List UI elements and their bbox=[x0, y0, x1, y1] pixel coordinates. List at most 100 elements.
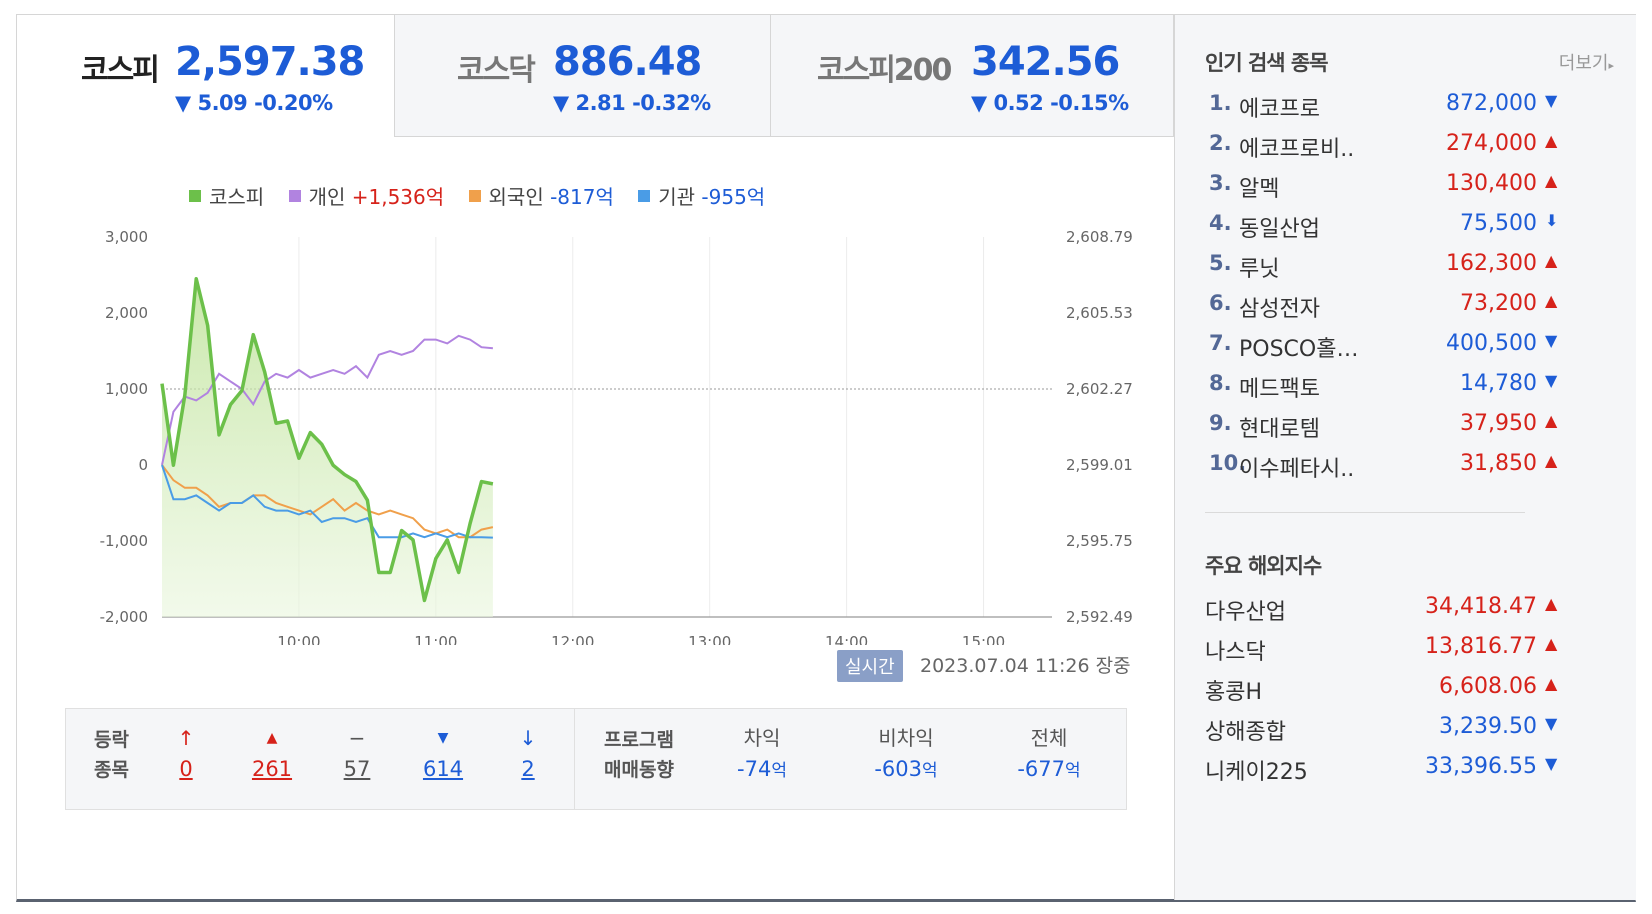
index-value: 6,608.06 bbox=[1439, 674, 1537, 699]
stock-name[interactable]: 삼성전자 bbox=[1239, 297, 1320, 322]
right-tick-label: 2,599.01 bbox=[1066, 456, 1133, 474]
popular-item[interactable]: 7. POSCO홀… 400,500 ▼ bbox=[1205, 331, 1557, 371]
index-name[interactable]: 상해종합 bbox=[1205, 720, 1286, 745]
index-item[interactable]: 홍콩H 6,608.06 ▲ bbox=[1205, 674, 1557, 714]
breadth-count[interactable]: 57 bbox=[343, 757, 371, 781]
more-link[interactable]: 더보기▸ bbox=[1559, 49, 1614, 75]
program-label-line2: 매매동향 bbox=[604, 759, 674, 781]
popular-item[interactable]: 3. 알멕 130,400 ▲ bbox=[1205, 171, 1557, 211]
breadth-label-line1: 등락 bbox=[94, 729, 129, 751]
tab-change: ▼ 0.52 -0.15% bbox=[971, 91, 1129, 115]
program-value: -677억 bbox=[989, 753, 1109, 785]
chart-legend: 코스피 개인 +1,536억 외국인 -817억 기관 -955억 bbox=[189, 181, 783, 210]
index-name[interactable]: 다우산업 bbox=[1205, 600, 1286, 625]
stock-name[interactable]: POSCO홀… bbox=[1239, 337, 1359, 362]
stock-price: 73,200 bbox=[1460, 291, 1537, 316]
realtime-badge: 실시간 bbox=[837, 650, 903, 682]
x-tick-label: 15:00 bbox=[962, 633, 1005, 645]
rank-number: 5. bbox=[1209, 251, 1232, 275]
program-non-arbitrage: 비차익 -603억 bbox=[846, 723, 966, 785]
breadth-count[interactable]: 0 bbox=[179, 757, 193, 781]
program-header: 비차익 bbox=[878, 726, 934, 750]
breadth-lower-limit[interactable]: ↓ 2 bbox=[498, 723, 558, 785]
unchanged-icon: − bbox=[348, 726, 366, 750]
up-arrow-icon: ▲ bbox=[1545, 291, 1558, 310]
tab-value: 886.48 bbox=[553, 39, 702, 85]
breadth-count[interactable]: 261 bbox=[251, 757, 293, 781]
index-item[interactable]: 상해종합 3,239.50 ▼ bbox=[1205, 714, 1557, 754]
popular-item[interactable]: 10. 이수페타시.. 31,850 ▲ bbox=[1205, 451, 1557, 491]
breadth-unchanged[interactable]: − 57 bbox=[327, 723, 387, 785]
index-item[interactable]: 다우산업 34,418.47 ▲ bbox=[1205, 594, 1557, 634]
falling-icon: ▼ bbox=[437, 730, 449, 746]
up-arrow-icon: ▲ bbox=[1545, 131, 1558, 150]
stock-price: 75,500 bbox=[1460, 211, 1537, 236]
stock-name[interactable]: 루닛 bbox=[1239, 257, 1280, 282]
program-value: -603억 bbox=[846, 753, 966, 785]
stock-name[interactable]: 에코프로 bbox=[1239, 97, 1320, 122]
up-arrow-icon: ▲ bbox=[1545, 451, 1558, 470]
tab-kospi200[interactable]: 코스피200 342.56 ▼ 0.52 -0.15% bbox=[771, 15, 1174, 137]
breadth-count[interactable]: 614 bbox=[422, 757, 464, 781]
down-arrow-icon: ▼ bbox=[1545, 714, 1558, 733]
breadth-rising[interactable]: ▲ 261 bbox=[242, 723, 302, 785]
popular-item[interactable]: 5. 루닛 162,300 ▲ bbox=[1205, 251, 1557, 291]
stock-name[interactable]: 이수페타시.. bbox=[1239, 457, 1355, 482]
stock-price: 130,400 bbox=[1446, 171, 1537, 196]
legend-label: 개인 bbox=[308, 185, 346, 209]
upper-limit-icon: ↑ bbox=[177, 726, 195, 750]
panel-divider bbox=[574, 709, 575, 809]
stock-name[interactable]: 에코프로비.. bbox=[1239, 137, 1355, 162]
legend-item-kospi: 코스피 bbox=[189, 181, 264, 210]
series-line-kospi bbox=[160, 276, 494, 603]
popular-item[interactable]: 4. 동일산업 75,500 ⬇ bbox=[1205, 211, 1558, 251]
breadth-count[interactable]: 2 bbox=[521, 757, 535, 781]
rank-number: 4. bbox=[1209, 211, 1232, 235]
popular-item[interactable]: 9. 현대로템 37,950 ▲ bbox=[1205, 411, 1557, 451]
popular-item[interactable]: 1. 에코프로 872,000 ▼ bbox=[1205, 91, 1557, 131]
index-value: 13,816.77 bbox=[1425, 634, 1537, 659]
legend-swatch bbox=[288, 189, 301, 202]
up-arrow-icon: ▲ bbox=[1545, 251, 1558, 270]
popular-item[interactable]: 6. 삼성전자 73,200 ▲ bbox=[1205, 291, 1557, 331]
stock-name[interactable]: 알멕 bbox=[1239, 177, 1280, 202]
program-header: 차익 bbox=[743, 726, 781, 750]
index-name[interactable]: 홍콩H bbox=[1205, 680, 1263, 705]
breadth-upper-limit[interactable]: ↑ 0 bbox=[156, 723, 216, 785]
stock-name[interactable]: 현대로템 bbox=[1239, 417, 1320, 442]
tab-value: 2,597.38 bbox=[175, 39, 365, 85]
stock-price: 400,500 bbox=[1446, 331, 1537, 356]
up-arrow-icon: ▲ bbox=[1545, 594, 1558, 613]
index-name[interactable]: 니케이225 bbox=[1205, 760, 1308, 785]
right-tick-label: 2,602.27 bbox=[1066, 380, 1133, 398]
stock-price: 162,300 bbox=[1446, 251, 1537, 276]
legend-label: 코스피 bbox=[209, 185, 265, 209]
right-tick-label: 2,595.75 bbox=[1066, 532, 1133, 550]
breadth-falling[interactable]: ▼ 614 bbox=[413, 723, 473, 785]
market-widget: 코스피 2,597.38 ▼ 5.09 -0.20% 코스닥 886.48 ▼ … bbox=[16, 14, 1636, 902]
stock-name[interactable]: 메드팩토 bbox=[1239, 377, 1320, 402]
right-tick-label: 2,592.49 bbox=[1066, 608, 1133, 626]
index-value: 3,239.50 bbox=[1439, 714, 1537, 739]
tab-name: 코스닥 bbox=[457, 53, 536, 88]
popular-item[interactable]: 2. 에코프로비.. 274,000 ▲ bbox=[1205, 131, 1557, 171]
down-arrow-icon: ▼ bbox=[1545, 371, 1558, 390]
left-tick-label: -1,000 bbox=[100, 532, 148, 550]
index-value: 34,418.47 bbox=[1425, 594, 1537, 619]
up-arrow-icon: ▲ bbox=[1545, 411, 1558, 430]
program-unit: 억 bbox=[771, 761, 787, 781]
tab-kosdaq[interactable]: 코스닥 886.48 ▼ 2.81 -0.32% bbox=[395, 15, 771, 137]
more-label: 더보기 bbox=[1558, 53, 1609, 74]
stock-name[interactable]: 동일산업 bbox=[1239, 217, 1320, 242]
index-item[interactable]: 니케이225 33,396.55 ▼ bbox=[1205, 754, 1557, 794]
popular-item[interactable]: 8. 메드팩토 14,780 ▼ bbox=[1205, 371, 1557, 411]
index-name[interactable]: 나스닥 bbox=[1205, 640, 1266, 665]
tab-kospi[interactable]: 코스피 2,597.38 ▼ 5.09 -0.20% bbox=[17, 15, 395, 137]
x-tick-label: 14:00 bbox=[825, 633, 868, 645]
index-item[interactable]: 나스닥 13,816.77 ▲ bbox=[1205, 634, 1557, 674]
up-arrow-icon: ▲ bbox=[1545, 634, 1558, 653]
program-value-number: -74 bbox=[737, 757, 772, 781]
popular-title: 인기 검색 종목 bbox=[1205, 51, 1329, 75]
x-tick-label: 13:00 bbox=[688, 633, 731, 645]
index-tabs: 코스피 2,597.38 ▼ 5.09 -0.20% 코스닥 886.48 ▼ … bbox=[17, 15, 1242, 137]
